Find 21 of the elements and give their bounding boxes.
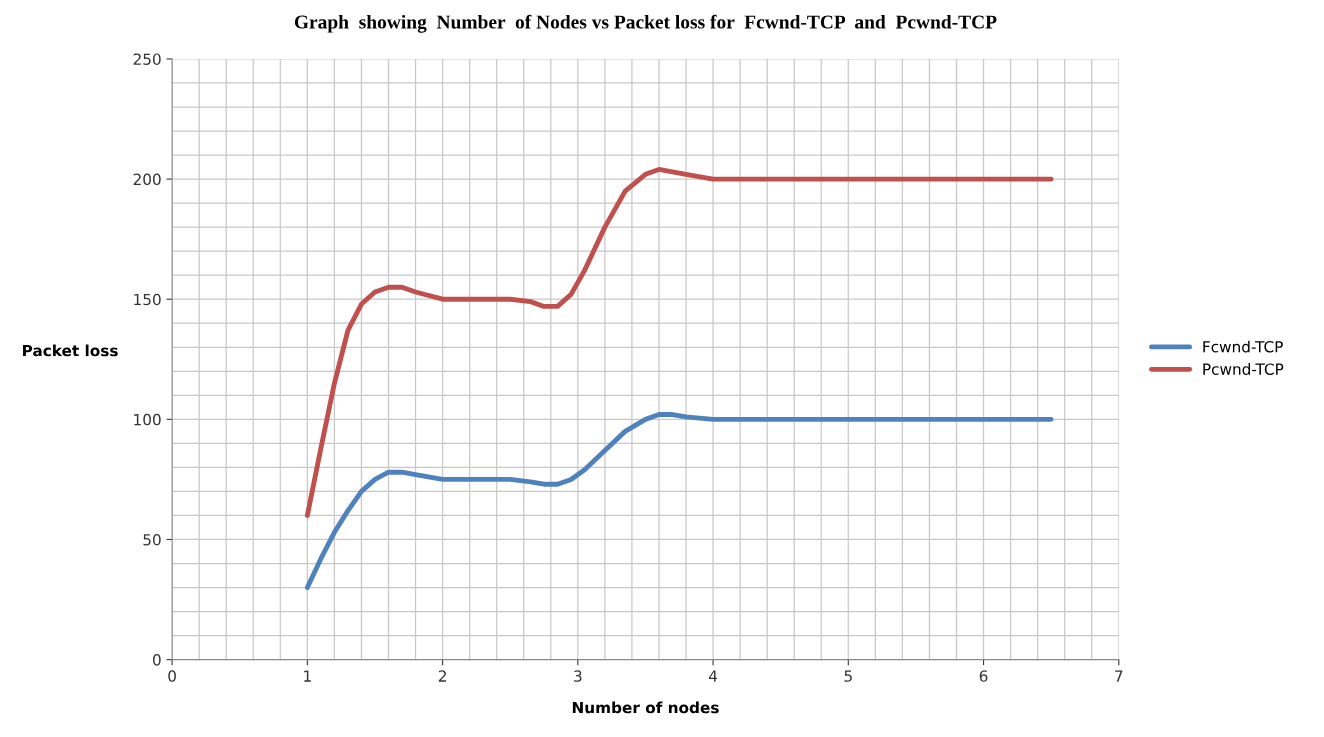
x-axis-title: Number of nodes (572, 701, 719, 714)
y-tick-label: 100 (134, 413, 161, 426)
line-series (304, 167, 1054, 518)
y-tick-label: 200 (133, 173, 161, 186)
x-tick-label: 4 (708, 670, 718, 682)
y-tick-label: 0 (152, 654, 161, 666)
x-tick-label: 2 (438, 670, 446, 682)
y-axis-title: Packet loss (23, 344, 118, 357)
y-tick-label: 250 (133, 53, 161, 65)
x-tick-label: 1 (304, 670, 311, 682)
y-tick-label: 50 (143, 533, 161, 546)
chart-title: Graph showing Number of Nodes vs Packet loss for Fcwnd-TCP and Pcwnd-TCP (294, 14, 997, 33)
y-tick-label: 150 (134, 293, 161, 306)
x-tick-label: 3 (574, 670, 582, 682)
line-series (304, 412, 1054, 590)
x-tick-label: 0 (168, 670, 176, 682)
legend-label: Pcwnd-TCP (1203, 363, 1284, 375)
legend-label: Fcwnd-TCP (1203, 340, 1283, 353)
x-tick-label: 7 (1115, 670, 1123, 682)
x-tick-label: 5 (844, 670, 852, 682)
x-tick-label: 6 (979, 670, 988, 682)
